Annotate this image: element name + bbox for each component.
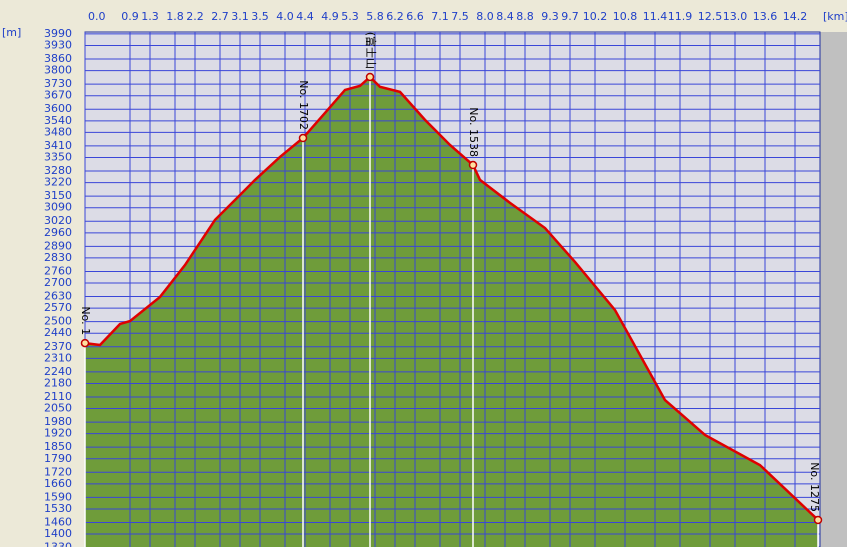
waypoint-marker (468, 160, 478, 170)
x-tick-label: 10.8 (613, 10, 638, 23)
x-tick-label: 8.8 (516, 10, 534, 23)
x-tick-label: 9.3 (541, 10, 559, 23)
x-tick-label: 4.0 (276, 10, 294, 23)
y-tick-label: 2760 (44, 264, 72, 277)
y-tick-label: 2310 (44, 351, 72, 364)
y-tick-label: 3220 (44, 176, 72, 189)
y-tick-label: 2630 (44, 290, 72, 303)
x-tick-label: 14.2 (783, 10, 808, 23)
x-tick-label: 13.6 (753, 10, 778, 23)
y-tick-label: 2700 (44, 276, 72, 289)
y-tick-label: 1330 (44, 541, 72, 547)
x-tick-label: 5.8 (366, 10, 384, 23)
y-tick-label: 1400 (44, 527, 72, 540)
x-tick-label: 4.9 (321, 10, 339, 23)
y-tick-label: 2890 (44, 239, 72, 252)
x-tick-label: 6.6 (406, 10, 424, 23)
x-tick-label: 6.2 (386, 10, 404, 23)
x-tick-label: 1.3 (141, 10, 159, 23)
x-tick-label: 4.4 (296, 10, 314, 23)
y-tick-label: 3090 (44, 201, 72, 214)
x-tick-label: 2.7 (211, 10, 229, 23)
x-tick-label: 5.3 (341, 10, 359, 23)
y-axis-unit: [m] (2, 26, 21, 39)
x-tick-label: 7.1 (431, 10, 449, 23)
y-tick-label: 1720 (44, 465, 72, 478)
y-tick-label: 3800 (44, 64, 72, 77)
y-tick-label: 2180 (44, 376, 72, 389)
y-tick-label: 1920 (44, 427, 72, 440)
y-tick-label: 2370 (44, 340, 72, 353)
y-tick-label: 2960 (44, 226, 72, 239)
y-tick-label: 2570 (44, 301, 72, 314)
waypoint-marker (80, 338, 90, 348)
y-tick-label: 3670 (44, 89, 72, 102)
y-tick-label: 2440 (44, 326, 72, 339)
waypoint-label: No. 1702 (297, 80, 310, 130)
y-tick-label: 3990 (44, 27, 72, 40)
y-tick-label: 3730 (44, 77, 72, 90)
x-tick-label: 3.5 (251, 10, 269, 23)
x-tick-label: 11.9 (668, 10, 693, 23)
waypoint-label: (富士山 (364, 32, 378, 69)
waypoint-label: No. 1275 (808, 462, 821, 512)
y-tick-label: 2110 (44, 390, 72, 403)
x-tick-label: 12.5 (698, 10, 723, 23)
x-tick-label: 13.0 (723, 10, 748, 23)
x-tick-label: 0.0 (88, 10, 106, 23)
y-tick-label: 3600 (44, 102, 72, 115)
y-tick-label: 3410 (44, 139, 72, 152)
y-tick-label: 3480 (44, 125, 72, 138)
y-tick-label: 2830 (44, 251, 72, 264)
y-tick-label: 3860 (44, 52, 72, 65)
x-tick-label: 8.4 (496, 10, 514, 23)
y-tick-label: 1980 (44, 415, 72, 428)
y-tick-label: 1790 (44, 452, 72, 465)
x-tick-label: 1.8 (166, 10, 184, 23)
y-tick-label: 2500 (44, 315, 72, 328)
x-tick-label: 8.0 (476, 10, 494, 23)
y-tick-label: 3540 (44, 114, 72, 127)
x-tick-label: 11.4 (643, 10, 668, 23)
y-tick-label: 2240 (44, 365, 72, 378)
waypoint-marker (813, 515, 823, 525)
y-tick-label: 3350 (44, 151, 72, 164)
y-tick-label: 1590 (44, 490, 72, 503)
waypoint-label: No. 1 (79, 306, 92, 335)
y-tick-label: 3930 (44, 39, 72, 52)
x-axis-unit: [km] (823, 10, 847, 23)
y-tick-label: 2050 (44, 402, 72, 415)
y-tick-label: 1530 (44, 502, 72, 515)
y-tick-label: 3280 (44, 164, 72, 177)
y-tick-label: 1460 (44, 515, 72, 528)
x-tick-label: 9.7 (561, 10, 579, 23)
x-tick-label: 2.2 (186, 10, 204, 23)
x-tick-label: 0.9 (121, 10, 139, 23)
waypoint-marker (298, 133, 308, 143)
right-strip (820, 32, 847, 547)
waypoint-marker (365, 72, 375, 82)
y-tick-label: 3020 (44, 214, 72, 227)
x-tick-label: 10.2 (583, 10, 608, 23)
waypoint-label: No. 1538 (467, 107, 480, 157)
x-tick-label: 7.5 (451, 10, 469, 23)
y-tick-label: 1660 (44, 477, 72, 490)
y-tick-label: 3150 (44, 189, 72, 202)
y-tick-label: 1850 (44, 440, 72, 453)
x-tick-label: 3.1 (231, 10, 249, 23)
area (85, 76, 818, 547)
